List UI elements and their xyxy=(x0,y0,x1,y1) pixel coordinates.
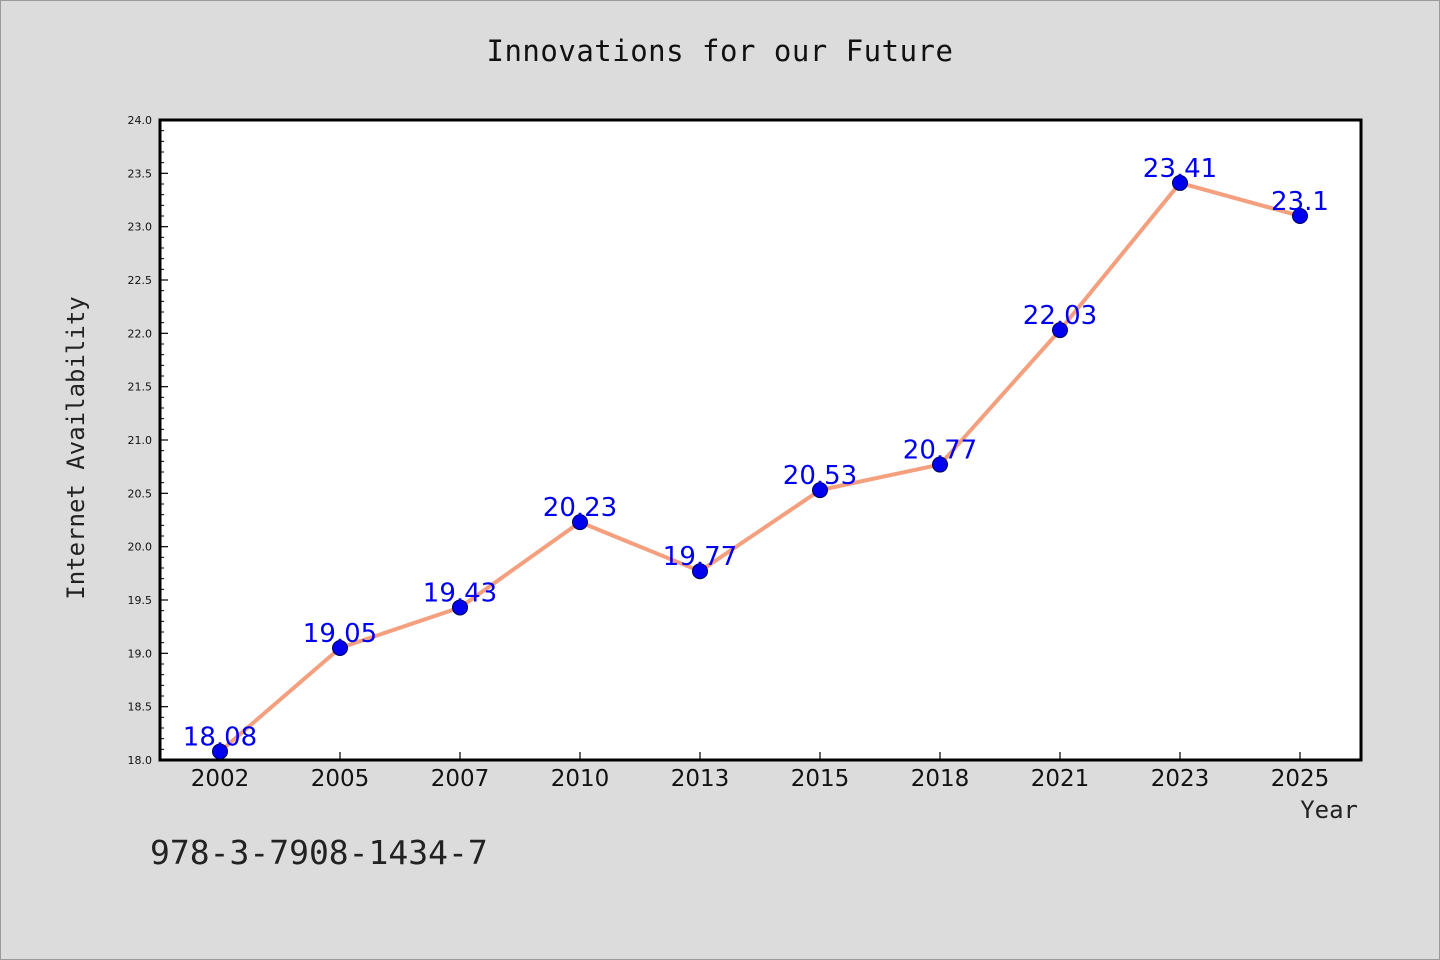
y-tick-label: 23.5 xyxy=(128,167,153,180)
data-label: 20.77 xyxy=(903,436,977,466)
series-line xyxy=(218,180,1301,753)
data-point xyxy=(1172,174,1188,191)
data-point xyxy=(812,482,828,499)
x-tick-label: 2021 xyxy=(1031,766,1090,792)
isbn-text: 978-3-7908-1434-7 xyxy=(150,833,488,872)
x-tick-label: 2002 xyxy=(191,766,250,792)
chart-title: Innovations for our Future xyxy=(486,34,954,68)
y-tick-label: 20.0 xyxy=(128,541,153,554)
y-tick-label: 21.0 xyxy=(128,434,153,447)
data-label: 18.08 xyxy=(183,722,257,752)
x-axis-label: Year xyxy=(1300,796,1358,824)
series-layer: 18.08 19.05 19.43 20.23 19.77 20.53 20.77 22.03… xyxy=(183,154,1329,760)
y-axis: 18.0 18.5 19.0 19.5 20.0 20.5 21.0 21.5 22.0 22.5… xyxy=(128,114,168,767)
data-label: 20.53 xyxy=(783,461,857,491)
data-point xyxy=(452,599,468,616)
y-tick-label: 22.0 xyxy=(128,327,153,340)
y-tick-label: 22.5 xyxy=(128,274,153,287)
data-point xyxy=(692,563,708,580)
y-tick-label: 24.0 xyxy=(128,114,153,127)
x-tick-label: 2015 xyxy=(791,766,850,792)
x-tick-label: 2018 xyxy=(911,766,970,792)
data-point xyxy=(212,743,228,760)
y-axis-label: Internet Availability xyxy=(62,296,90,600)
x-tick-label: 2025 xyxy=(1271,766,1330,792)
data-point xyxy=(932,456,948,473)
x-tick-label: 2023 xyxy=(1151,766,1210,792)
x-tick-label: 2013 xyxy=(671,766,730,792)
x-tick-label: 2005 xyxy=(311,766,370,792)
data-label: 19.43 xyxy=(423,578,497,608)
y-tick-label: 20.5 xyxy=(128,487,153,500)
x-tick-label: 2010 xyxy=(551,766,610,792)
data-point xyxy=(332,640,348,656)
data-label: 23.41 xyxy=(1143,154,1217,184)
data-label: 20.23 xyxy=(543,493,617,523)
x-axis: 2002 2005 2007 2010 2013 2015 2018 2021 2023 2025 xyxy=(191,752,1330,792)
data-point xyxy=(572,514,588,531)
y-tick-label: 18.5 xyxy=(128,701,153,714)
y-tick-label: 18.0 xyxy=(128,754,153,767)
data-label: 19.77 xyxy=(663,542,737,572)
data-point xyxy=(1292,208,1308,224)
y-tick-label: 23.0 xyxy=(128,221,153,234)
x-tick-label: 2007 xyxy=(431,766,490,792)
y-tick-label: 21.5 xyxy=(128,381,153,394)
data-point xyxy=(1052,322,1068,339)
data-label: 22.03 xyxy=(1023,301,1097,331)
y-tick-label: 19.0 xyxy=(128,647,153,660)
plot-area xyxy=(158,118,1363,762)
data-label: 23.1 xyxy=(1271,187,1329,217)
data-label: 19.05 xyxy=(303,619,377,649)
y-tick-label: 19.5 xyxy=(128,594,153,607)
